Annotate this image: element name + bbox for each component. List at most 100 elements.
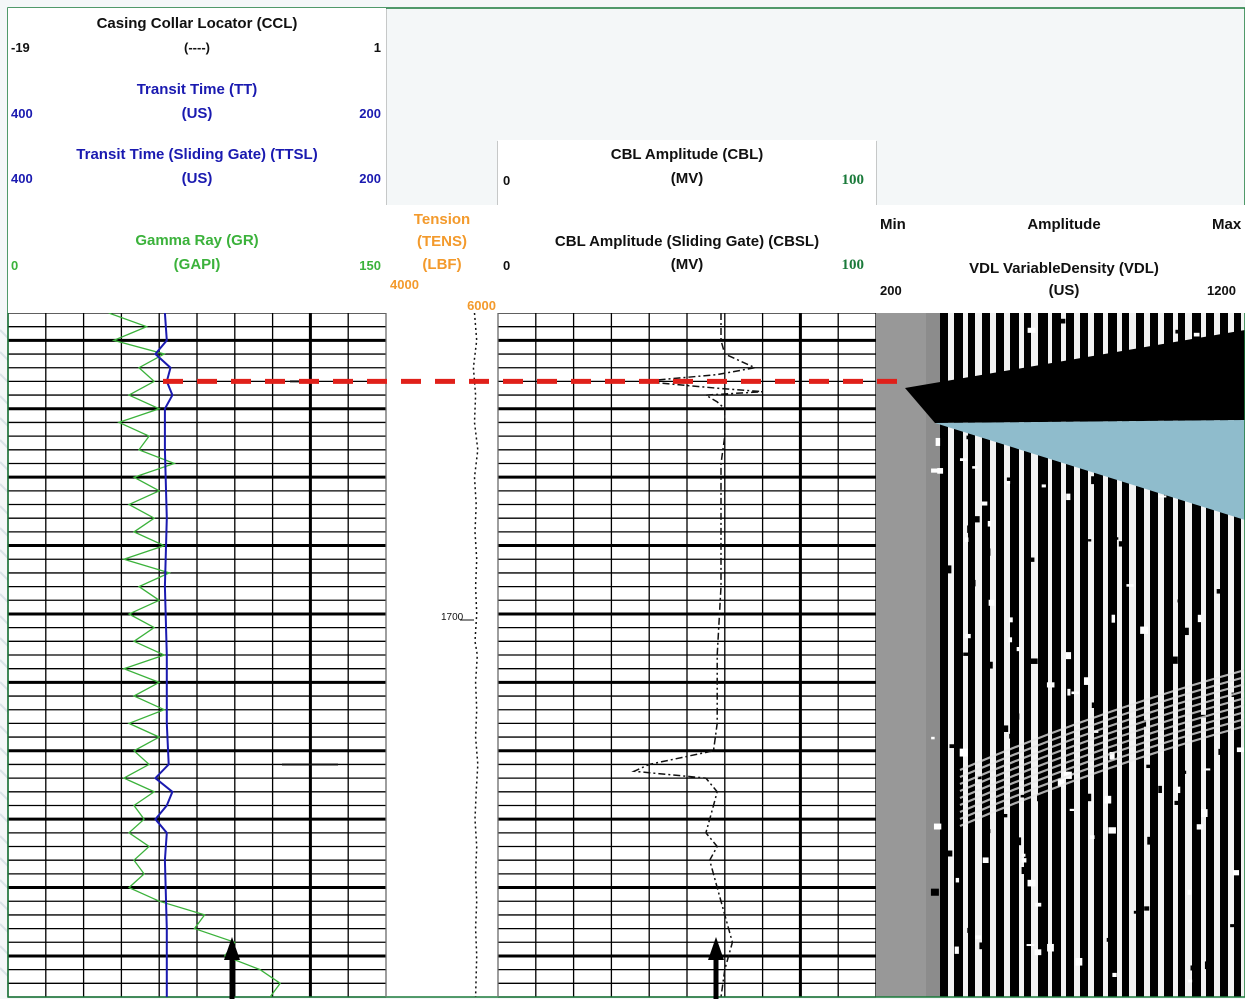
vdl-speckle [1230, 924, 1235, 928]
vdl-min: 200 [880, 283, 902, 298]
cbl-arrow-head [708, 937, 724, 960]
vdl-speckle [949, 744, 955, 749]
vdl-arrival-arc [959, 696, 1245, 800]
vdl-speckle [1183, 627, 1189, 636]
vdl-title: VDL VariableDensity (VDL) [969, 260, 1159, 277]
vdl-speckle [1201, 809, 1208, 818]
gr-unit: (GAPI) [173, 256, 221, 273]
vdl-speckle [1146, 764, 1154, 769]
cbl-min: 0 [503, 173, 511, 188]
vdl-speckle [1216, 589, 1224, 594]
vdl-light-band [1201, 313, 1206, 997]
vdl-speckle [1091, 476, 1095, 485]
tens-max: 6000 [467, 298, 496, 313]
cbl-curve [631, 313, 763, 998]
vdl-speckle [1006, 479, 1011, 484]
vdl-speckle [1006, 477, 1015, 481]
watermark-stripe [0, 351, 9, 361]
tt-unit: (US) [181, 105, 213, 122]
vdl-speckle [1175, 329, 1181, 334]
watermark-stripe [0, 593, 9, 603]
vdl-light-band [1117, 313, 1122, 997]
vdl-speckle [987, 829, 991, 834]
vdl-speckle [987, 661, 993, 669]
cbl-max: 100 [841, 172, 865, 188]
vdl-dark-band [968, 313, 975, 997]
vdl-speckle [1236, 747, 1245, 753]
vdl-speckle [1088, 539, 1092, 542]
tt-arrow-head [224, 937, 240, 960]
vdl-speckle [933, 823, 942, 830]
vdl-speckle [1218, 748, 1227, 755]
vdl-speckle [930, 888, 939, 896]
vdl-dark-band [954, 313, 963, 997]
vdl-speckle [1003, 725, 1009, 732]
vdl-light-band [1241, 313, 1245, 997]
vdl-speckle [1075, 957, 1083, 966]
vdl-speckle [988, 599, 995, 606]
vdl-speckle [931, 468, 939, 473]
watermark-stripe [0, 373, 9, 383]
vdl-dark-band [996, 313, 1004, 997]
cbsl-title: CBL Amplitude (Sliding Gate) (CBSL) [554, 233, 820, 250]
vdl-speckle [1204, 961, 1210, 970]
vdl-light-band [1074, 313, 1080, 997]
vdl-dark-band [940, 313, 948, 997]
vdl-dark-band [1010, 313, 1019, 997]
vdl-dark-band [1178, 313, 1185, 997]
vdl-speckle [964, 537, 969, 542]
vdl-dark-band [1136, 313, 1144, 997]
vdl-speckle [1030, 557, 1035, 562]
vdl-speckle [968, 579, 976, 587]
vdl-light-band [948, 313, 954, 997]
vdl-speckle [1193, 332, 1200, 337]
vdl-dark-band [1234, 313, 1241, 997]
watermark-stripe [0, 395, 9, 405]
vdl-light-band [1019, 313, 1024, 997]
watermark-stripe [0, 769, 9, 779]
tens-curve [472, 312, 479, 998]
vdl-speckle [1021, 867, 1029, 875]
vdl-speckle [1197, 614, 1202, 623]
header-depth [386, 205, 498, 313]
vdl-speckle [1065, 652, 1072, 660]
vdl-light-band [1061, 313, 1066, 997]
vdl-speckle [954, 946, 959, 954]
watermark-stripe [0, 681, 9, 691]
ttsl-title: Transit Time (Sliding Gate) (TTSL) [76, 146, 318, 163]
vdl-speckle [1057, 778, 1065, 787]
vdl-arrival-arc [959, 724, 1245, 828]
gr-min: 0 [11, 258, 19, 273]
vdl-speckle [1147, 836, 1151, 845]
vdl-speckle [1174, 800, 1182, 805]
vdl-dark-band [1192, 313, 1201, 997]
vdl-speckle [1008, 637, 1013, 643]
vdl-speckle [1089, 835, 1095, 840]
vdl-speckle [1083, 677, 1090, 685]
vdl-speckle [1118, 541, 1124, 547]
vdl-dark-band [1024, 313, 1031, 997]
vdl-speckle [1013, 837, 1022, 846]
vdl-dark-band [1150, 313, 1158, 997]
watermark-stripe [0, 901, 9, 911]
vdl-speckle [955, 877, 960, 883]
vdl-speckle [1016, 647, 1020, 652]
vdl-speckle [1112, 537, 1119, 540]
vdl-speckle [966, 435, 972, 440]
vdl-arrival-arc [959, 710, 1245, 814]
callout-dark-wedge [905, 330, 1245, 423]
tens-title: Tension [413, 211, 471, 228]
header-track2 [498, 140, 876, 313]
cbsl-unit: (MV) [670, 256, 704, 273]
vdl-light-band [1144, 313, 1150, 997]
vdl-speckle [1109, 751, 1115, 760]
watermark-stripe [0, 813, 9, 823]
vdl-speckle [1203, 768, 1211, 771]
vdl-arrival-arc [959, 682, 1245, 786]
vdl-speckle [1021, 853, 1026, 857]
vdl-speckle [1024, 933, 1031, 939]
depth-label: 1700 [441, 612, 464, 623]
vdl-speckle [1140, 626, 1148, 634]
vdl-speckle [982, 857, 989, 863]
vdl-speckle [946, 565, 952, 574]
